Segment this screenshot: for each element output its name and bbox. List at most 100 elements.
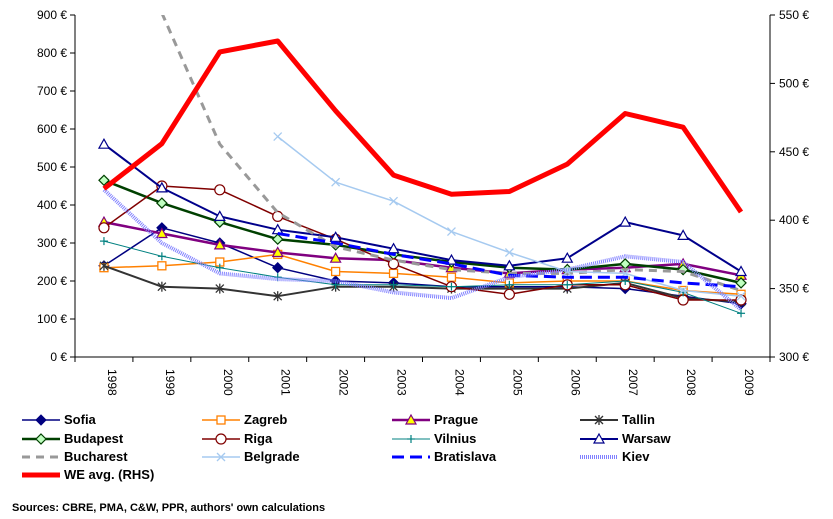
series-warsaw-marker [213,210,226,221]
x-tick-label: 2006 [568,369,582,396]
legend-prague-marker [404,413,418,425]
legend-kiev-label: Kiev [622,449,650,464]
series-belgrade-marker [678,286,688,295]
legend-belgrade-marker-stroke [216,452,226,462]
legend-warsaw-marker [592,432,606,444]
series-tallin-marker-stroke [99,261,109,271]
legend-kiev: Kiev [580,449,650,464]
legend-budapest-label: Budapest [64,431,124,446]
series-zagreb-marker [388,268,399,279]
series-prague-line [103,220,742,277]
series-belgrade-marker-stroke [736,291,746,301]
series-riga-marker [98,222,110,234]
legend-zagreb-marker [216,415,226,425]
series-warsaw-marker [445,253,458,265]
legend-sofia-marker [35,414,47,426]
legend-tallin-label: Tallin [622,412,655,427]
series-belgrade-marker [736,291,746,301]
series-belgrade [273,132,746,301]
series-belgrade-marker-stroke [678,286,688,295]
series-riga [98,180,747,306]
series-riga-marker [503,288,515,300]
legend-bratislava: Bratislava [392,449,497,464]
series-vilnius-marker [447,282,456,291]
series-vilnius-marker [215,263,224,272]
y-right-tick-label: 550 € [779,8,809,22]
series-tallin-marker [215,283,225,294]
legend-budapest-marker [35,433,47,445]
legend-we-avg-rhs-label: WE avg. (RHS) [64,467,154,482]
series-vilnius-marker [389,280,398,289]
series-riga-marker [272,210,284,222]
series-belgrade-marker [446,227,456,237]
x-tick-label: 2002 [337,369,351,396]
series-belgrade-marker [389,196,399,206]
series-we-avg-rhs-line [102,38,744,214]
series-kiev [102,188,743,312]
series-tallin-marker [273,291,283,302]
series-warsaw-marker [677,229,690,240]
series-zagreb-marker [330,266,341,277]
series-vilnius-marker [563,280,572,289]
series-warsaw-marker [735,265,748,277]
series-vilnius-line [103,240,742,314]
series-tallin-line [103,264,742,303]
series-belgrade-marker-stroke [446,227,456,237]
legend-warsaw: Warsaw [580,431,672,446]
series-belgrade-marker-stroke [504,248,514,257]
legend-prague-label: Prague [434,412,478,427]
series-warsaw-line [103,143,742,273]
series-riga-marker [735,294,747,306]
series-vilnius-marker [505,280,514,289]
series-warsaw-marker [155,181,168,193]
series-bucharest [161,15,742,292]
series-vilnius [99,237,746,318]
series-bratislava [277,232,742,289]
legend-belgrade-marker [216,452,226,462]
series-budapest-marker [156,197,168,209]
series-belgrade-marker [331,177,341,187]
series-prague-marker [329,251,342,263]
x-tick-label: 2001 [279,369,293,396]
y-right-tick-label: 300 € [779,350,809,364]
y-left-tick-label: 400 € [37,198,67,212]
y-left-tick-label: 0 € [50,350,67,364]
series-tallin-marker [99,260,109,271]
series-belgrade-marker [273,132,283,142]
legend-sofia: Sofia [22,412,97,427]
y-left-tick-label: 900 € [37,8,67,22]
series-tallin-marker-stroke [215,284,225,294]
series-tallin-marker-stroke [273,291,283,301]
legend-riga-marker [215,433,227,445]
y-left-tick-label: 700 € [37,84,67,98]
series-zagreb-marker [157,261,167,271]
series-prague-marker [155,227,168,239]
source-note: Sources: CBRE, PMA, C&W, PPR, authors' o… [12,502,325,514]
legend-vilnius-marker [407,435,415,443]
y-right-tick-label: 350 € [779,282,809,296]
series-sofia-marker [272,261,284,274]
series-belgrade-marker [504,248,514,257]
legend-tallin-marker [594,415,604,425]
legend-tallin: Tallin [580,412,655,427]
series-warsaw-marker [387,242,400,254]
series-warsaw-marker [97,137,110,149]
legend-belgrade: Belgrade [202,449,300,464]
y-left-tick-label: 300 € [37,236,67,250]
x-tick-label: 2007 [626,369,640,396]
series-budapest-marker [735,277,747,289]
x-tick-label: 2005 [510,369,524,396]
series-warsaw-marker [619,215,632,227]
legend-budapest: Budapest [22,431,124,446]
series-riga-marker [214,184,226,196]
series-we-avg-rhs [102,38,744,214]
series-warsaw [97,137,748,277]
series-bucharest-line [161,15,742,292]
legend-vilnius-label: Vilnius [434,431,476,446]
y-left-tick-label: 100 € [37,312,67,326]
y-right-tick-label: 400 € [779,213,809,227]
legend-vilnius: Vilnius [392,431,476,446]
series-kiev-line [102,188,743,312]
y-left-tick-label: 600 € [37,122,67,136]
